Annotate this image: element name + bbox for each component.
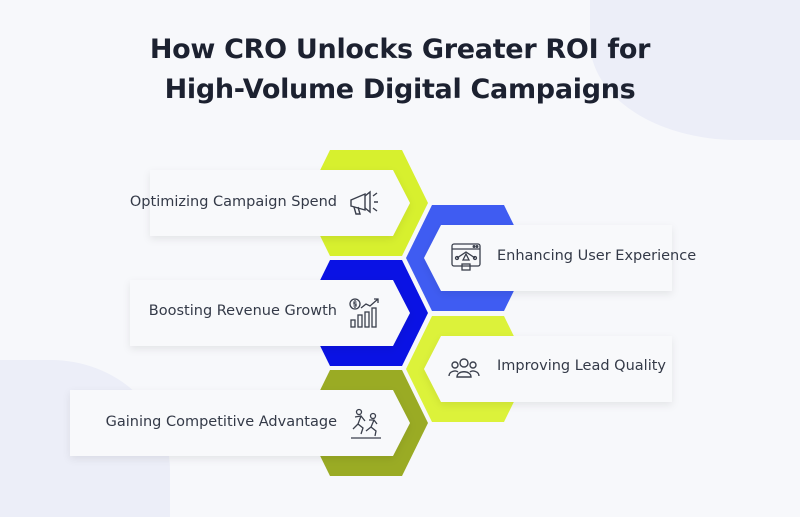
card-4 xyxy=(424,336,672,402)
page-title: How CRO Unlocks Greater ROI for High-Volu… xyxy=(149,34,651,105)
revenue-chart-icon xyxy=(349,298,379,328)
people-group-icon xyxy=(448,358,480,378)
card-2 xyxy=(424,225,672,291)
web-design-icon xyxy=(451,243,481,271)
item-label-enhancing-user-experience: Enhancing User Experience xyxy=(497,248,697,264)
runners-icon xyxy=(351,408,381,439)
item-label-optimizing-campaign-spend: Optimizing Campaign Spend xyxy=(129,194,337,210)
card-5 xyxy=(70,390,410,456)
card-3 xyxy=(130,280,410,346)
item-label-improving-lead-quality: Improving Lead Quality xyxy=(497,358,666,374)
card-1 xyxy=(150,170,410,236)
megaphone-icon xyxy=(350,190,378,215)
item-label-gaining-competitive-advantage: Gaining Competitive Advantage xyxy=(105,414,337,430)
item-label-boosting-revenue-growth: Boosting Revenue Growth xyxy=(148,303,337,319)
